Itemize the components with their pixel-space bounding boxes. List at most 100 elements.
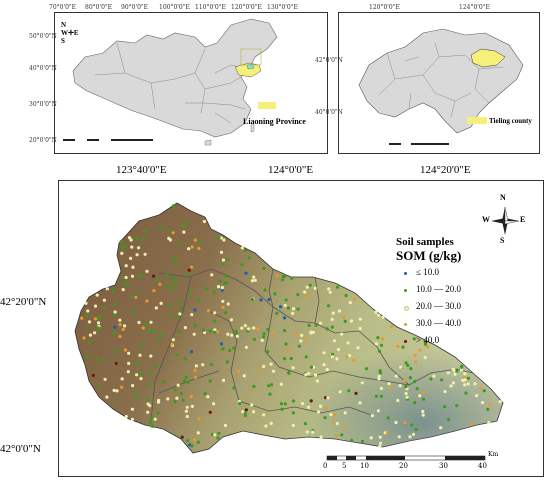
sample-point [432,374,436,378]
sample-point [113,325,117,329]
sample-point [120,377,124,381]
sample-point [307,323,311,327]
sample-point [112,388,116,392]
sample-point [328,290,332,294]
sample-point [290,276,294,280]
sample-point [256,327,260,331]
sample-point [196,431,200,435]
county-boundaries [150,268,474,422]
sample-point [478,386,483,390]
sample-point [135,395,139,399]
lat-tick: 50°0'0"N [29,33,57,40]
sample-point [87,320,92,324]
sample-point [253,278,257,282]
sample-point [96,321,101,325]
sample-point [220,288,224,292]
sample-point [190,245,194,249]
sample-point [291,307,296,311]
sample-point [446,371,450,375]
sample-point [131,311,135,315]
sample-point [140,344,144,348]
sample-point [97,327,101,331]
sample-point [269,421,273,425]
sample-point [408,435,412,439]
sample-point [252,410,256,414]
sample-point [404,361,408,365]
sample-point [374,342,378,346]
sample-point [80,316,84,320]
sample-point [336,347,341,352]
sample-point [296,293,300,297]
sample-point [396,398,400,403]
sample-point [212,402,216,406]
sample-point [260,338,264,342]
sample-point [118,334,122,338]
sample-point [188,291,192,295]
sample-point [171,276,175,280]
sample-point [332,421,336,425]
sample-point [212,290,216,294]
legend-swatch-province [258,102,276,109]
sample-point [262,364,266,368]
sample-point [177,330,182,334]
sample-point [377,377,381,381]
sample-point [453,372,457,376]
sample-point [275,311,279,315]
legend-subtitle: SOM (g/kg) [396,248,462,263]
sample-point [232,346,236,350]
sample-point [225,360,229,364]
sample-point [121,288,125,292]
sample-point [135,253,139,257]
sample-point [210,273,214,277]
sample-point [185,405,189,409]
sample-point [403,421,407,425]
sample-point [112,313,116,317]
sample-point [197,298,201,302]
sample-point [244,271,248,275]
sample-point [164,283,168,287]
legend-title: Soil samples [396,236,454,248]
sample-point [118,323,122,327]
sample-point [262,413,266,417]
sample-point [190,444,194,448]
sample-point [296,307,300,311]
sample-point [190,313,194,317]
sample-point [205,287,209,291]
sample-point [398,384,402,388]
sample-point [203,392,207,396]
sample-point [93,317,97,321]
sample-point [377,349,382,353]
sample-point [120,246,124,250]
sample-point [124,275,128,280]
sample-point [423,356,427,360]
sample-point [404,391,408,396]
sample-point [413,401,417,405]
sample-point [207,309,211,313]
sample-point [388,386,393,390]
sample-point [330,317,334,321]
sample-point [463,375,467,379]
sample-point [166,397,170,401]
sample-point [352,358,356,362]
sample-point [381,315,385,319]
sample-point [284,298,288,302]
tieling-highlight [470,48,506,68]
sample-point [406,363,410,367]
sample-point [309,330,313,334]
sample-point [127,236,132,240]
sample-point [291,423,295,428]
sample-point [94,357,99,361]
sample-point [280,407,284,411]
sample-point [307,371,311,376]
sample-point [216,330,220,334]
sample-point [134,295,138,299]
sample-point [149,320,153,324]
sample-point [148,421,153,425]
sample-point [139,274,143,278]
sample-point [101,358,105,362]
sample-point [449,384,453,388]
compass-e: E [520,215,526,224]
sample-point [378,444,382,448]
sample-point [300,333,304,337]
legend-class-label: ≤ 10.0 [416,267,439,277]
